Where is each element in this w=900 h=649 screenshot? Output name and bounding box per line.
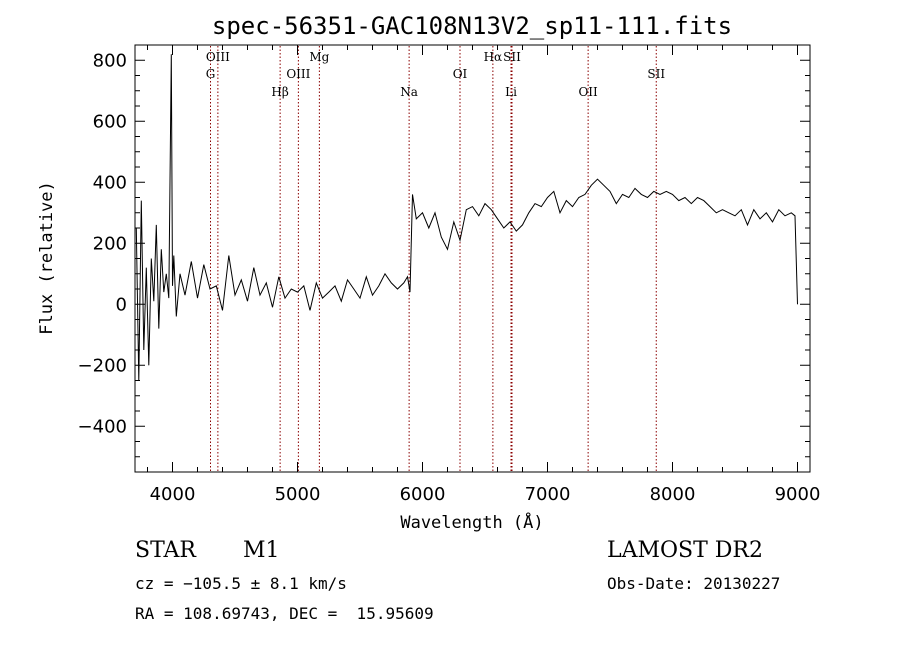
y-tick-label: 400 xyxy=(93,172,127,193)
line-marker-label: Na xyxy=(400,85,418,99)
x-axis: 4000 5000 6000 7000 8000 9000 xyxy=(147,45,821,505)
line-marker-label: G xyxy=(206,67,216,81)
x-tick-label: 9000 xyxy=(775,484,821,505)
chart-title: spec-56351-GAC108N13V2_sp11-111.fits xyxy=(212,12,732,40)
y-tick-label: 0 xyxy=(116,294,127,315)
y-tick-label: 800 xyxy=(93,50,127,71)
line-marker-label: Li xyxy=(505,85,517,99)
line-marker-label: OII xyxy=(578,85,598,99)
line-marker-label: SII xyxy=(503,50,521,64)
x-tick-label: 8000 xyxy=(650,484,696,505)
line-marker-label: Hβ xyxy=(271,85,288,99)
spectral-line-markers xyxy=(210,46,657,471)
y-axis-label: Flux (relative) xyxy=(37,181,57,335)
line-marker-label: Hα xyxy=(484,50,503,64)
redshift-info: cz = −105.5 ± 8.1 km/s xyxy=(135,574,347,593)
observation-date: Obs-Date: 20130227 xyxy=(607,574,781,593)
line-marker-label: OI xyxy=(453,67,468,81)
object-class: STAR xyxy=(135,538,196,563)
x-tick-label: 5000 xyxy=(275,484,321,505)
y-tick-label: −400 xyxy=(78,416,127,437)
coordinates-info: RA = 108.69743, DEC = 15.95609 xyxy=(135,604,434,623)
object-subclass: M1 xyxy=(243,538,280,563)
y-tick-label: −200 xyxy=(78,355,127,376)
x-tick-label: 6000 xyxy=(400,484,446,505)
line-marker-label: OIII xyxy=(206,50,230,64)
x-axis-label: Wavelength (Å) xyxy=(400,511,543,533)
series-line xyxy=(135,54,798,381)
line-marker-label: SII xyxy=(647,67,665,81)
survey-label: LAMOST DR2 xyxy=(607,538,763,563)
y-tick-label: 200 xyxy=(93,233,127,254)
y-tick-label: 600 xyxy=(93,111,127,132)
x-tick-label: 7000 xyxy=(525,484,571,505)
y-axis: −400 −200 0 200 400 600 800 xyxy=(78,50,810,458)
x-tick-label: 4000 xyxy=(150,484,196,505)
line-marker-label: OIII xyxy=(286,67,310,81)
line-marker-label: Mg xyxy=(309,50,329,64)
plot-frame xyxy=(134,44,811,473)
